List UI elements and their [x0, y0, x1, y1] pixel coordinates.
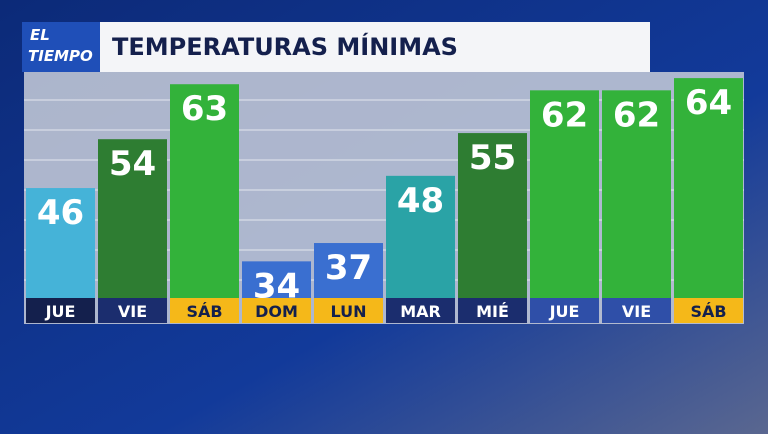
- x-tick-label: LUN: [330, 302, 366, 321]
- value-label: 48: [397, 181, 444, 221]
- bar: [386, 175, 455, 298]
- label-box: [26, 298, 95, 323]
- bar: [98, 139, 167, 298]
- label-box: [386, 298, 455, 323]
- x-tick-label: JUE: [45, 302, 76, 321]
- label-box: [170, 298, 239, 323]
- x-tick-label: VIE: [118, 302, 147, 321]
- label-box: [458, 298, 527, 323]
- x-tick-label: MIÉ: [476, 302, 509, 321]
- value-label: 54: [109, 144, 156, 184]
- label-box: [674, 298, 743, 323]
- bar: [674, 78, 743, 298]
- value-label: 62: [613, 95, 660, 135]
- chart-title: TEMPERATURAS MÍNIMAS: [112, 32, 458, 61]
- value-label: 55: [469, 138, 516, 178]
- value-label: 64: [685, 83, 732, 123]
- value-label: 46: [37, 193, 84, 233]
- label-box: [98, 298, 167, 323]
- x-tick-label: DOM: [255, 302, 298, 321]
- value-label: 63: [181, 89, 228, 129]
- logo-box: [22, 22, 100, 72]
- bar: [458, 133, 527, 298]
- label-box: [314, 298, 383, 323]
- label-box: [530, 298, 599, 323]
- value-label: 37: [325, 248, 372, 288]
- label-box: [242, 298, 311, 323]
- bar: [602, 90, 671, 298]
- logo-line: TIEMPO: [28, 47, 93, 65]
- logo-line: EL: [30, 26, 50, 44]
- x-tick-label: SÁB: [690, 302, 726, 321]
- bar: [530, 90, 599, 298]
- bar: [170, 84, 239, 298]
- x-tick-label: JUE: [549, 302, 580, 321]
- x-tick-label: MAR: [400, 302, 441, 321]
- bar: [314, 243, 383, 298]
- label-box: [602, 298, 671, 323]
- bar: [242, 261, 311, 298]
- x-tick-label: SÁB: [186, 302, 222, 321]
- value-label: 62: [541, 95, 588, 135]
- x-tick-label: VIE: [622, 302, 651, 321]
- title-box: [100, 22, 650, 72]
- bar: [26, 188, 95, 298]
